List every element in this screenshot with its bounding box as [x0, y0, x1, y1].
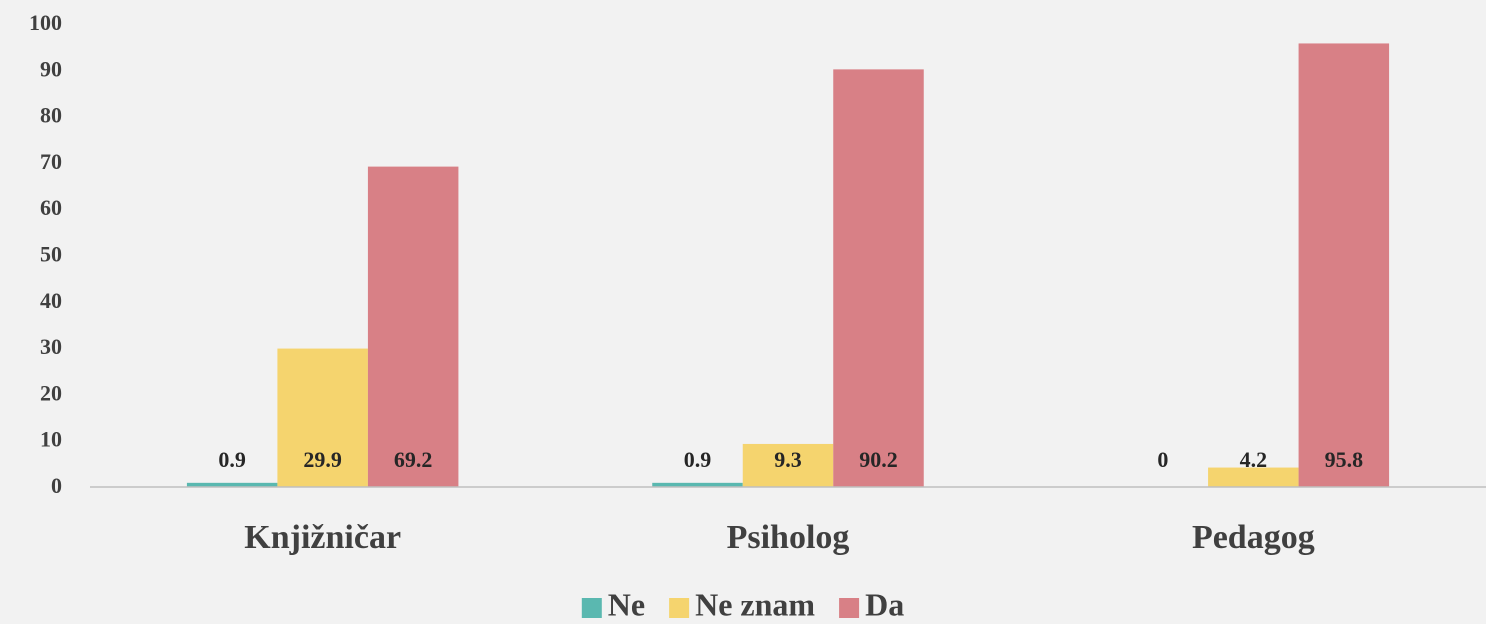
data-label: 0.9: [218, 447, 246, 472]
bar: [652, 482, 743, 487]
data-label: 0.9: [684, 447, 712, 472]
bar: [277, 348, 368, 487]
data-label: 29.9: [303, 447, 342, 472]
y-tick-label: 30: [40, 334, 62, 359]
x-tick-label: Knjižničar: [244, 519, 401, 556]
x-tick-label: Psiholog: [727, 519, 850, 556]
bar: [186, 482, 278, 487]
data-label: 90.2: [859, 447, 898, 472]
data-label: 4.2: [1240, 447, 1268, 472]
data-label: 95.8: [1325, 447, 1364, 472]
y-tick-label: 70: [40, 149, 62, 174]
data-label: 9.3: [774, 447, 802, 472]
x-tick-label: Pedagog: [1192, 519, 1315, 556]
bar: [367, 166, 459, 487]
bar: [742, 443, 834, 487]
bar: [1298, 43, 1390, 488]
bar: [833, 69, 924, 488]
y-tick-label: 80: [40, 103, 62, 128]
y-tick-label: 60: [40, 195, 62, 220]
y-tick-label: 20: [40, 380, 62, 405]
legend-label: Ne znam: [695, 586, 815, 622]
y-tick-label: 10: [40, 427, 62, 452]
y-tick-label: 40: [40, 288, 62, 313]
y-tick-label: 0: [51, 473, 62, 498]
data-label: 0: [1157, 447, 1168, 472]
legend-swatch: [839, 598, 860, 618]
legend-label: Da: [865, 586, 904, 622]
data-label: 69.2: [394, 447, 433, 472]
bar: [1208, 467, 1299, 487]
y-tick-label: 100: [29, 10, 62, 35]
y-tick-label: 50: [40, 242, 62, 267]
y-tick-label: 90: [40, 56, 62, 81]
legend-label: Ne: [608, 586, 645, 622]
legend-swatch: [669, 598, 690, 618]
legend-swatch: [581, 598, 602, 618]
